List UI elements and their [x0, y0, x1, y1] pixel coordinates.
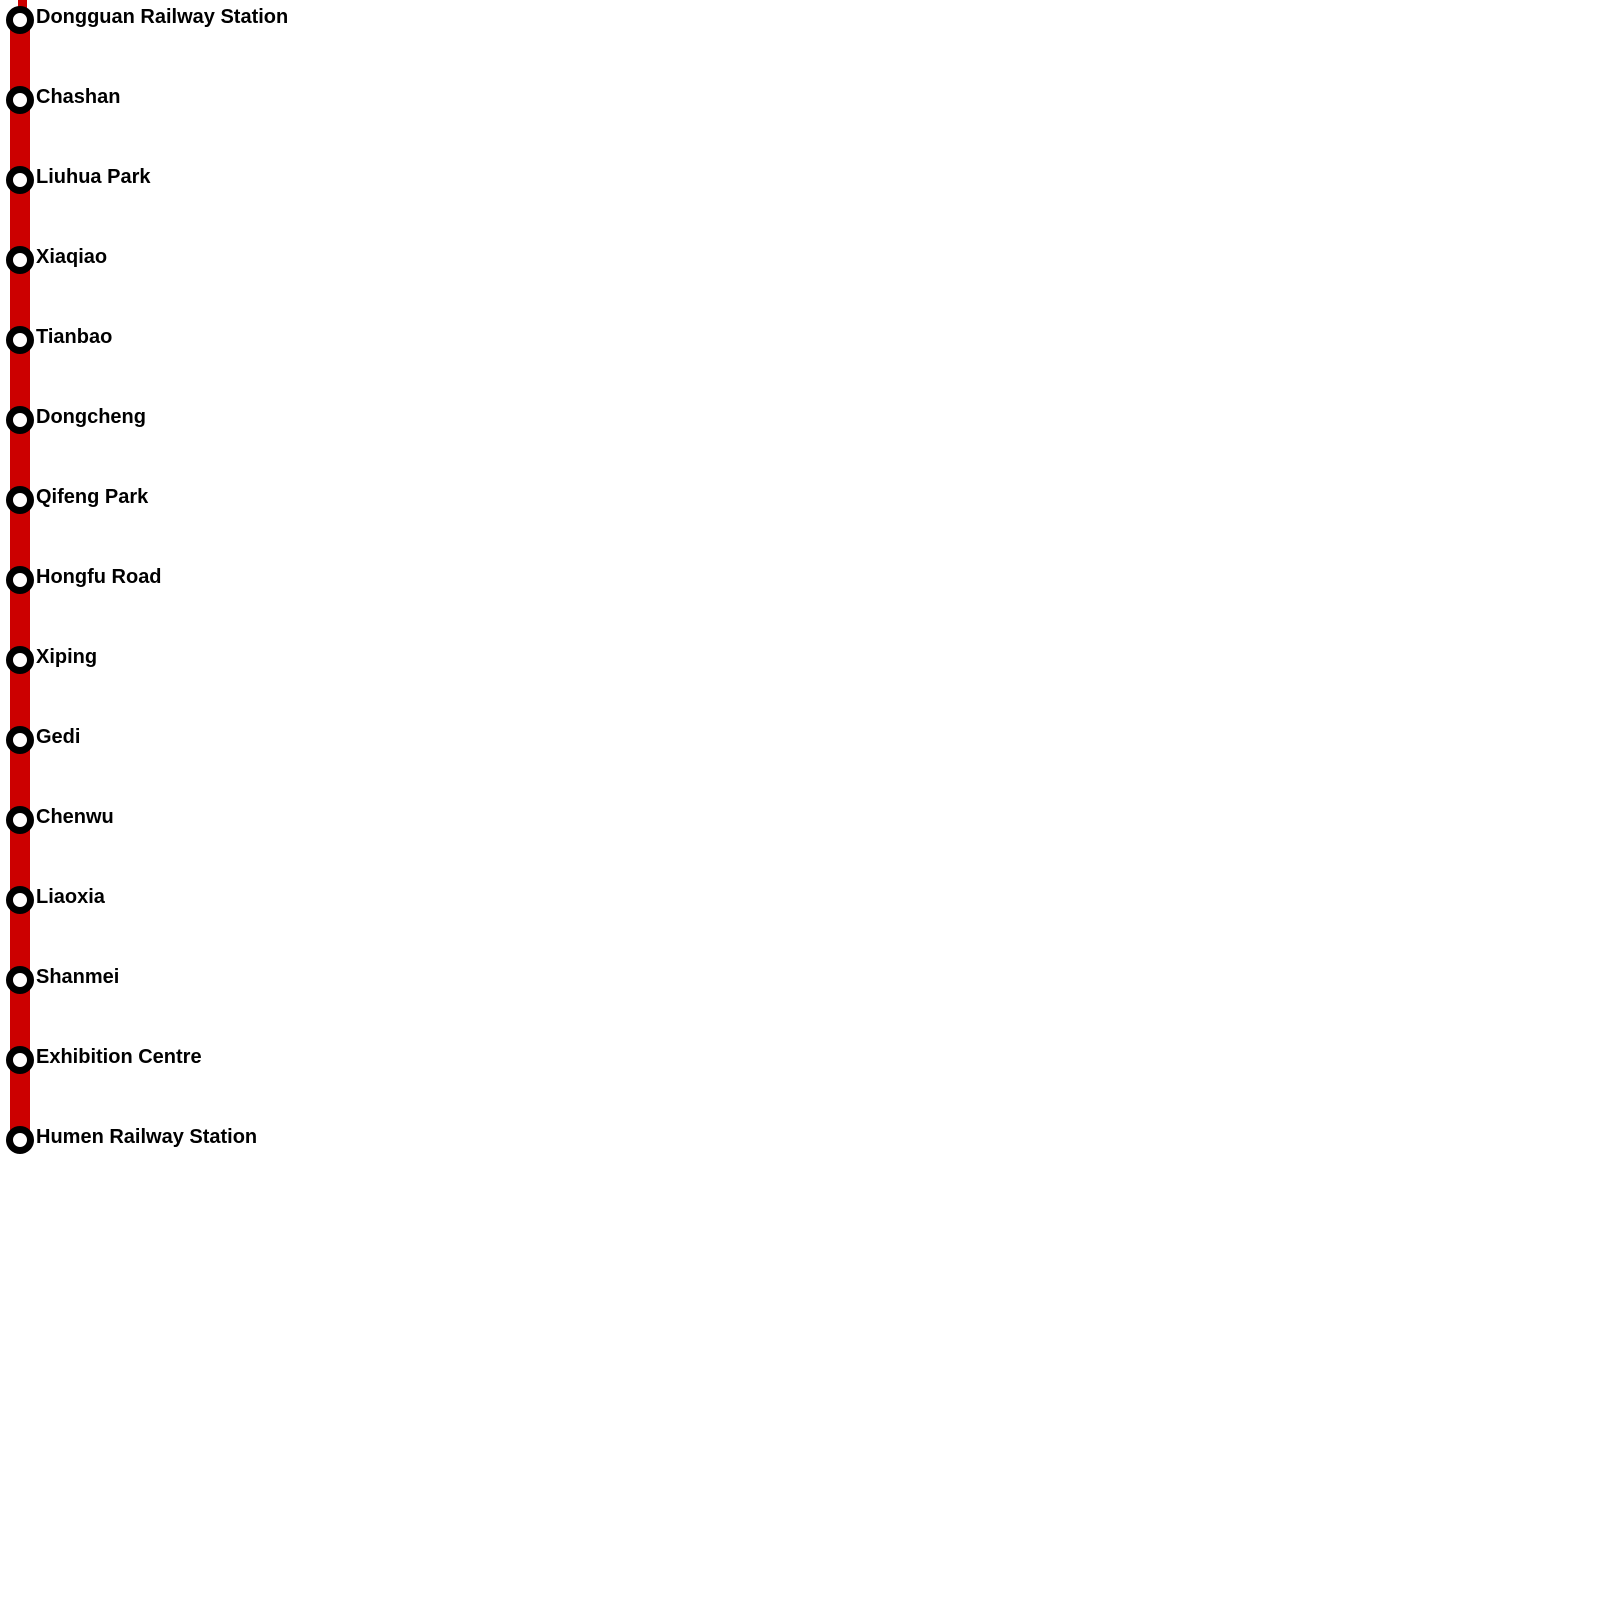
station-marker-icon: [6, 166, 34, 194]
station-label: Hongfu Road: [36, 566, 162, 588]
station-label: Liaoxia: [36, 886, 105, 908]
station-label: Liuhua Park: [36, 166, 151, 188]
station-label: Xiaqiao: [36, 246, 108, 268]
station-label: Exhibition Centre: [36, 1046, 202, 1068]
station-label: Chashan: [36, 86, 121, 108]
station-marker-icon: [6, 486, 34, 514]
station-marker-icon: [6, 966, 34, 994]
station-label: Dongguan Railway Station: [36, 6, 289, 28]
station-marker-icon: [6, 646, 34, 674]
station-marker-icon: [6, 886, 34, 914]
station-label: Shanmei: [36, 966, 120, 988]
station-marker-icon: [6, 806, 34, 834]
station-label: Chenwu: [36, 806, 114, 828]
station-marker-icon: [6, 566, 34, 594]
station-marker-icon: [6, 6, 34, 34]
station-marker-icon: [6, 1046, 34, 1074]
station-marker-icon: [6, 86, 34, 114]
station-marker-icon: [6, 406, 34, 434]
station-label: Xiping: [36, 646, 98, 668]
station-marker-icon: [6, 326, 34, 354]
station-label: Humen Railway Station: [36, 1126, 258, 1148]
station-marker-icon: [6, 1126, 34, 1154]
station-label: Tianbao: [36, 326, 113, 348]
station-marker-icon: [6, 726, 34, 754]
station-marker-icon: [6, 246, 34, 274]
station-label: Qifeng Park: [36, 486, 149, 508]
station-label: Dongcheng: [36, 406, 146, 428]
station-label: Gedi: [36, 726, 81, 748]
